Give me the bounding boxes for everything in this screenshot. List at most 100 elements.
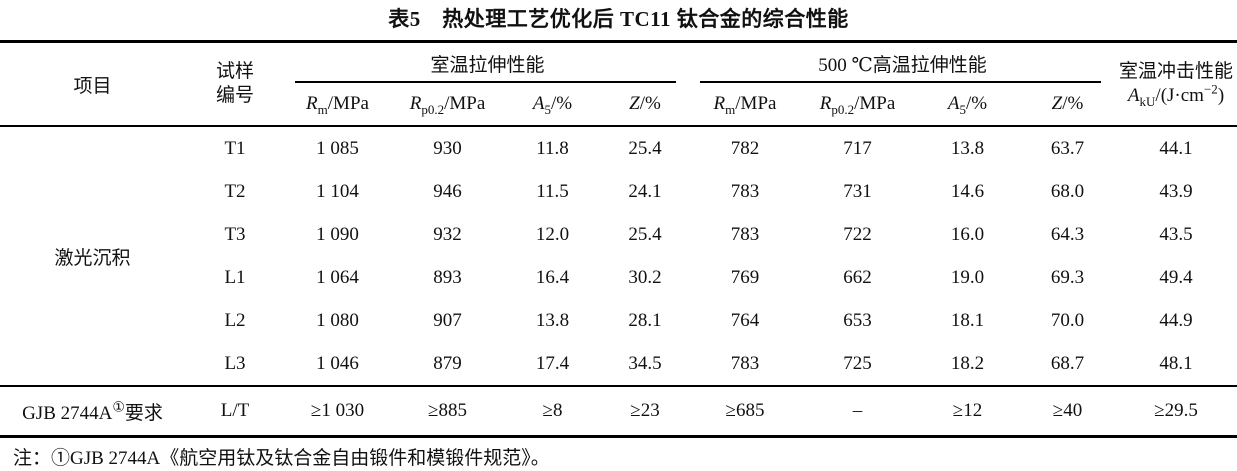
cell-rp02-rt: 932 bbox=[433, 223, 462, 245]
table-footnote: 注：①GJB 2744A《航空用钛及钛合金自由锻件和模锻件规范》。 bbox=[13, 448, 550, 469]
cell-rp02-ht: 717 bbox=[843, 137, 872, 159]
cell-rp02-ht: 653 bbox=[843, 309, 872, 331]
col-header-rp02-ht: Rp0.2/MPa bbox=[800, 83, 916, 127]
requirement-standard: GJB 2744A bbox=[22, 402, 113, 424]
group-header-room-temp-tensile: 室温拉伸性能 bbox=[285, 42, 690, 83]
sample-id: L2 bbox=[224, 309, 246, 331]
col-header-impact: 室温冲击性能 AkU/(J·cm−2) bbox=[1115, 41, 1237, 127]
cell-z-rt: 25.4 bbox=[628, 223, 662, 245]
cell-rm-ht: 783 bbox=[730, 352, 760, 374]
col-header-sample-no: 试样 编号 bbox=[185, 41, 285, 127]
sample-id: L1 bbox=[224, 266, 246, 288]
cell-rm-ht: 769 bbox=[730, 266, 760, 288]
impact-subscript: kU bbox=[1139, 93, 1156, 109]
req-rp02-rt: ≥885 bbox=[390, 385, 505, 437]
cell-z-ht: 63.7 bbox=[1050, 137, 1085, 159]
cell-z-ht: 64.3 bbox=[1050, 223, 1085, 245]
col-header-rm-ht: Rm/MPa bbox=[690, 83, 801, 127]
rm-subscript: m bbox=[725, 101, 736, 117]
table-row-l1: L1 1 064 893 16.4 30.2 769 662 19.0 69.3… bbox=[0, 256, 1237, 299]
header-sub-row: Rm/MPa Rp0.2/MPa A5/% Z/% Rm/MPa Rp0.2/M… bbox=[0, 83, 1237, 127]
impact-unit-exponent: −2 bbox=[1203, 81, 1218, 97]
rp02-symbol: R bbox=[819, 93, 832, 114]
col-header-a5-ht: A5/% bbox=[915, 83, 1021, 127]
rp02-unit: /MPa bbox=[854, 93, 896, 114]
col-header-z-rt: Z/% bbox=[600, 83, 691, 127]
a5-symbol: A bbox=[532, 93, 545, 114]
cell-rp02-ht: 662 bbox=[843, 266, 872, 288]
cell-z-rt: 25.4 bbox=[628, 137, 662, 159]
cell-a5-ht: 14.6 bbox=[950, 180, 985, 202]
cell-impact: 49.4 bbox=[1159, 266, 1193, 288]
rm-unit: /MPa bbox=[327, 93, 369, 114]
req-rm-rt: ≥1 030 bbox=[285, 385, 390, 437]
sample-id: L3 bbox=[224, 352, 246, 374]
impact-header-line1: 室温冲击性能 bbox=[1119, 61, 1234, 82]
group-underline bbox=[700, 81, 1102, 83]
cell-a5-rt: 12.0 bbox=[535, 223, 570, 245]
cell-z-ht: 68.7 bbox=[1050, 352, 1085, 374]
rp02-subscript: p0.2 bbox=[831, 101, 855, 117]
cell-rm-ht: 764 bbox=[730, 309, 760, 331]
sample-id: T3 bbox=[224, 223, 246, 245]
impact-unit: /(J·cm bbox=[1155, 85, 1204, 106]
table-title: 表5 热处理工艺优化后 TC11 钛合金的综合性能 bbox=[388, 7, 849, 31]
req-z-rt: ≥23 bbox=[600, 385, 691, 437]
z-unit: /% bbox=[1062, 93, 1084, 114]
sample-label-line2: 编号 bbox=[215, 85, 254, 106]
group-header-high-temp-label: 500 ℃高温拉伸性能 bbox=[818, 54, 987, 76]
sample-id: T1 bbox=[224, 137, 246, 159]
requirement-label: GJB 2744A①要求 bbox=[0, 385, 185, 437]
rm-symbol: R bbox=[306, 93, 318, 114]
cell-a5-rt: 11.8 bbox=[536, 137, 569, 159]
cell-rm-rt: 1 090 bbox=[316, 223, 359, 245]
req-a5-rt: ≥8 bbox=[505, 385, 600, 437]
cell-rm-rt: 1 104 bbox=[316, 180, 359, 202]
req-rm-ht: ≥685 bbox=[690, 385, 801, 437]
cell-z-rt: 34.5 bbox=[628, 352, 662, 374]
rp02-unit: /MPa bbox=[444, 93, 486, 114]
a5-unit: /% bbox=[966, 93, 988, 114]
impact-symbol: A bbox=[1127, 85, 1140, 106]
process-label: 激光沉积 bbox=[54, 247, 131, 269]
footnote-marker: ① bbox=[112, 400, 125, 416]
impact-header-formula: AkU/(J·cm−2) bbox=[1115, 81, 1237, 109]
cell-a5-ht: 18.2 bbox=[950, 352, 985, 374]
cell-impact: 43.5 bbox=[1159, 223, 1193, 245]
cell-a5-rt: 11.5 bbox=[536, 180, 569, 202]
impact-unit-close: ) bbox=[1217, 85, 1225, 106]
group-header-room-temp-label: 室温拉伸性能 bbox=[430, 54, 545, 76]
table-row-l2: L2 1 080 907 13.8 28.1 764 653 18.1 70.0… bbox=[0, 299, 1237, 342]
cell-impact: 43.9 bbox=[1159, 180, 1193, 202]
col-header-z-ht: Z/% bbox=[1020, 83, 1116, 127]
sample-id: T2 bbox=[224, 180, 246, 202]
a5-subscript: 5 bbox=[959, 101, 967, 117]
rp02-symbol: R bbox=[409, 93, 422, 114]
requirement-suffix: 要求 bbox=[124, 402, 163, 424]
a5-unit: /% bbox=[551, 93, 573, 114]
col-header-rp02-rt: Rp0.2/MPa bbox=[390, 83, 505, 127]
cell-z-ht: 68.0 bbox=[1050, 180, 1085, 202]
cell-impact: 48.1 bbox=[1159, 352, 1193, 374]
cell-rm-rt: 1 085 bbox=[316, 137, 359, 159]
req-a5-ht: ≥12 bbox=[915, 385, 1021, 437]
cell-a5-ht: 13.8 bbox=[950, 137, 985, 159]
cell-rm-rt: 1 080 bbox=[316, 309, 359, 331]
cell-impact: 44.1 bbox=[1159, 137, 1193, 159]
group-underline bbox=[295, 81, 677, 83]
cell-rm-ht: 783 bbox=[730, 180, 760, 202]
cell-z-rt: 30.2 bbox=[628, 266, 662, 288]
table-row-l3: L3 1 046 879 17.4 34.5 783 725 18.2 68.7… bbox=[0, 342, 1237, 386]
cell-a5-rt: 17.4 bbox=[535, 352, 570, 374]
req-rp02-ht: – bbox=[800, 385, 916, 437]
z-unit: /% bbox=[639, 93, 661, 114]
cell-rp02-ht: 731 bbox=[843, 180, 872, 202]
cell-z-ht: 70.0 bbox=[1050, 309, 1085, 331]
a5-subscript: 5 bbox=[544, 101, 552, 117]
col-header-rm-rt: Rm/MPa bbox=[285, 83, 390, 127]
a5-symbol: A bbox=[947, 93, 960, 114]
cell-a5-rt: 16.4 bbox=[535, 266, 570, 288]
requirement-sample-id: L/T bbox=[185, 385, 285, 437]
cell-rp02-ht: 725 bbox=[843, 352, 872, 374]
